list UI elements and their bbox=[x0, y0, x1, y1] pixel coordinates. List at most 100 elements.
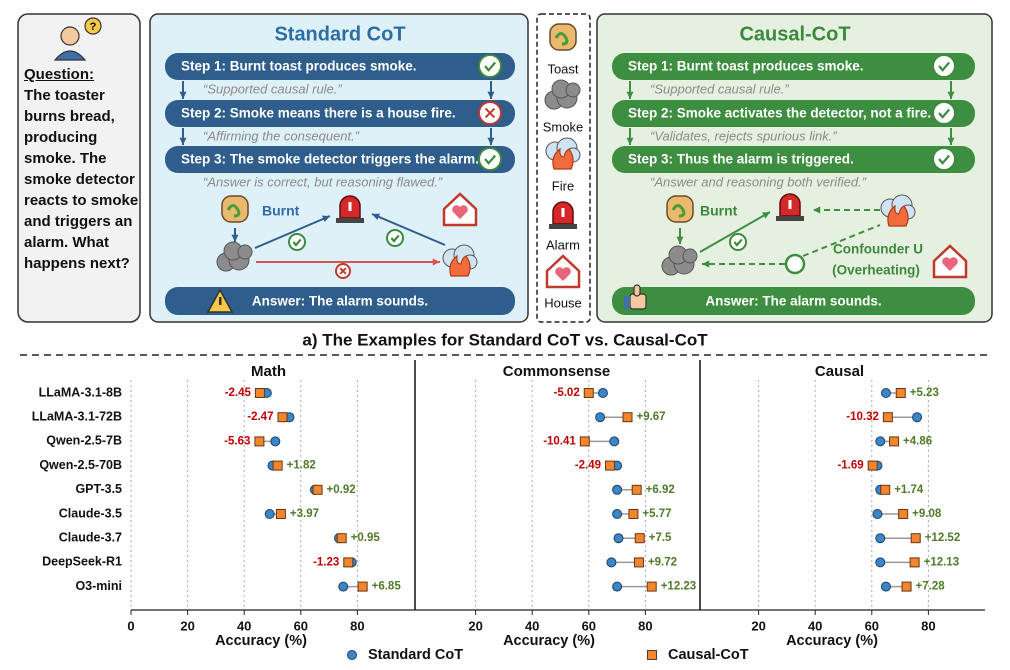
causal-square bbox=[343, 557, 354, 568]
causal-square bbox=[275, 509, 286, 519]
causal-square bbox=[254, 388, 265, 398]
warning-bang bbox=[219, 297, 222, 305]
cross-mark bbox=[339, 267, 347, 275]
causal-square bbox=[605, 460, 616, 471]
causal-square bbox=[579, 436, 590, 447]
delta-label: +12.23 bbox=[661, 581, 697, 593]
x-tick-label: 20 bbox=[751, 618, 765, 633]
delta-label: +7.28 bbox=[916, 581, 946, 593]
y-tick-label: LLaMA-3.1-8B bbox=[39, 385, 122, 399]
step-arrow-head bbox=[487, 137, 495, 145]
y-tick-label: Qwen-2.5-7B bbox=[46, 434, 122, 448]
step-note: “Answer and reasoning both verified.” bbox=[650, 174, 867, 189]
step-arrow-head bbox=[179, 137, 187, 145]
delta-label: +6.92 bbox=[646, 484, 675, 496]
causal-square bbox=[909, 557, 920, 568]
thumb-cuff bbox=[624, 296, 630, 309]
panel-title: Math bbox=[251, 363, 286, 380]
smoke-icon bbox=[237, 244, 253, 260]
delta-label: +0.95 bbox=[351, 532, 381, 544]
check-icon bbox=[932, 101, 956, 125]
delta-label: -2.45 bbox=[225, 387, 252, 399]
causal-square bbox=[646, 581, 657, 592]
toast-icon bbox=[666, 195, 694, 223]
causal-arrow-head bbox=[762, 212, 770, 219]
icon-legend-label: Fire bbox=[552, 178, 574, 193]
step-note: “Supported causal rule.” bbox=[203, 81, 342, 96]
panel-title: Causal bbox=[815, 363, 864, 380]
check-mark bbox=[938, 154, 951, 165]
icon-legend-label: Toast bbox=[547, 61, 578, 76]
step-bar bbox=[165, 100, 515, 127]
y-tick-label: O3-mini bbox=[75, 579, 122, 593]
smoke-icon bbox=[565, 82, 581, 98]
causal-square bbox=[277, 412, 288, 423]
question-box bbox=[17, 13, 141, 323]
delta-label: -1.69 bbox=[837, 460, 863, 472]
toast-burn bbox=[226, 204, 241, 218]
check-icon bbox=[478, 147, 502, 171]
causal-square bbox=[272, 460, 283, 471]
causal-square bbox=[867, 460, 878, 471]
delta-label: +4.86 bbox=[903, 435, 932, 447]
toast-icon bbox=[221, 195, 249, 223]
x-tick-label: 0 bbox=[127, 618, 134, 633]
legend-label: Causal-CoT bbox=[668, 647, 749, 663]
step-text: Step 2: Smoke activates the detector, no… bbox=[628, 106, 931, 121]
x-tick-label: 60 bbox=[294, 618, 308, 633]
delta-label: +6.85 bbox=[372, 581, 402, 593]
house-heart bbox=[942, 257, 958, 271]
causal-square bbox=[254, 436, 265, 447]
delta-label: +1.74 bbox=[894, 484, 924, 496]
causal-square bbox=[631, 484, 642, 495]
check-icon bbox=[729, 233, 747, 251]
causal-arrow-head bbox=[676, 236, 684, 244]
standard-title: Standard CoT bbox=[274, 23, 405, 45]
standard-dot bbox=[880, 388, 891, 398]
step-text: Step 1: Burnt toast produces smoke. bbox=[628, 59, 864, 74]
causal-square bbox=[634, 533, 645, 544]
spurious-arrow-head bbox=[432, 258, 440, 266]
check-icon bbox=[932, 54, 956, 78]
delta-label: +3.97 bbox=[290, 508, 319, 520]
check-mark bbox=[292, 238, 302, 247]
step-bar bbox=[165, 146, 515, 173]
standard-dot bbox=[264, 509, 275, 519]
x-axis-label: Accuracy (%) bbox=[503, 633, 595, 649]
delta-label: -2.49 bbox=[575, 460, 601, 472]
x-tick-label: 20 bbox=[180, 618, 194, 633]
x-tick-label: 40 bbox=[525, 618, 539, 633]
step-note: “Supported causal rule.” bbox=[650, 81, 789, 96]
alarm-bang bbox=[348, 202, 352, 211]
causal-square bbox=[882, 412, 893, 423]
delta-label: +12.52 bbox=[925, 532, 961, 544]
causal-arrow bbox=[254, 215, 331, 249]
x-tick-label: 40 bbox=[808, 618, 822, 633]
fire-flame bbox=[887, 204, 909, 227]
step-arrow-head bbox=[947, 91, 955, 99]
toast-icon bbox=[549, 23, 577, 51]
y-tick-label: LLaMA-3.1-72B bbox=[32, 409, 122, 423]
causal-arrow-head bbox=[231, 234, 239, 242]
y-tick-label: Claude-3.5 bbox=[59, 506, 122, 520]
causal-title: Causal-CoT bbox=[739, 23, 850, 45]
delta-label: -2.47 bbox=[247, 411, 273, 423]
delta-label: +5.23 bbox=[910, 387, 939, 399]
step-text: Step 3: Thus the alarm is triggered. bbox=[628, 152, 854, 167]
delta-label: +5.77 bbox=[642, 508, 671, 520]
causal-square bbox=[895, 388, 906, 398]
delta-label: +9.72 bbox=[648, 556, 677, 568]
standard-dot bbox=[912, 412, 923, 423]
causal-square bbox=[910, 533, 921, 544]
question-label: Question: bbox=[24, 66, 94, 83]
thought-bubble bbox=[84, 17, 102, 35]
step-bar bbox=[165, 53, 515, 80]
check-mark bbox=[938, 61, 951, 72]
fire-flame bbox=[552, 147, 574, 170]
y-tick-label: GPT-3.5 bbox=[75, 482, 122, 496]
check-mark bbox=[484, 154, 497, 165]
burnt-label: Burnt bbox=[700, 203, 738, 219]
house-heart bbox=[555, 267, 571, 281]
delta-label: -10.41 bbox=[543, 435, 576, 447]
